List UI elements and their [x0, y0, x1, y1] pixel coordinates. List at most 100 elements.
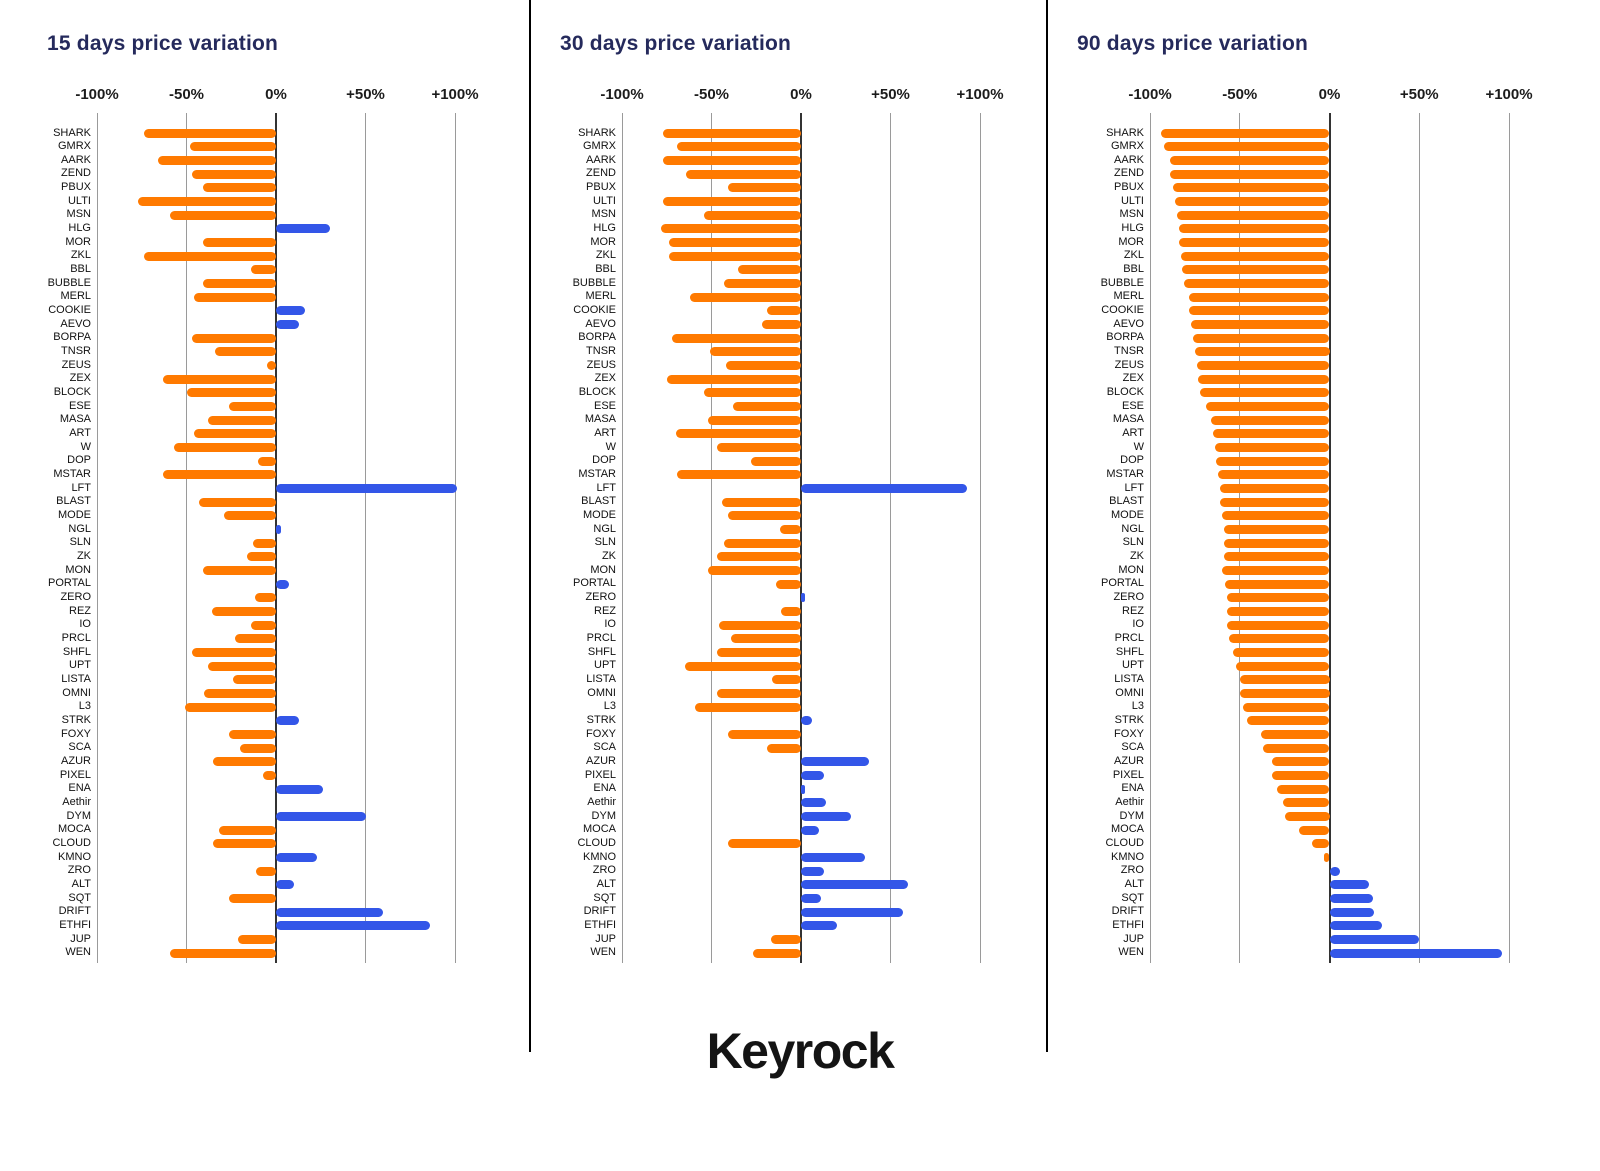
ticker-label-ZEUS: ZEUS [61, 358, 91, 371]
ticker-label-PIXEL: PIXEL [584, 768, 616, 781]
gridline [711, 113, 712, 963]
ticker-label-SHARK: SHARK [53, 126, 91, 139]
bar-BORPA [191, 333, 276, 343]
bar-ETHFI [801, 921, 837, 931]
ticker-label-ZEUS: ZEUS [1114, 358, 1144, 371]
bar-MSN [1176, 210, 1330, 220]
bar-HLG [276, 224, 330, 234]
bar-MASA [1211, 415, 1330, 425]
bar-ZEX [666, 374, 801, 384]
x-tick-label: -50% [693, 86, 730, 103]
ticker-label-Aethir: Aethir [587, 796, 616, 809]
bar-SCA [240, 743, 276, 753]
ticker-label-COOKIE: COOKIE [573, 304, 616, 317]
plot-area-90d [1149, 113, 1510, 963]
ticker-label-BBL: BBL [1123, 263, 1144, 276]
bar-SLN [724, 538, 801, 548]
bar-ZKL [668, 251, 801, 261]
bar-MOR [202, 238, 276, 248]
bar-STRK [801, 716, 812, 726]
bar-ART [675, 429, 801, 439]
bar-OMNI [716, 689, 801, 699]
bar-ZEND [686, 169, 801, 179]
bar-ALT [276, 880, 294, 890]
bar-ALT [1329, 880, 1369, 890]
ticker-label-W: W [1133, 440, 1144, 453]
ticker-label-AZUR: AZUR [1114, 755, 1144, 768]
ticker-label-BLAST: BLAST [581, 495, 616, 508]
gridline [1149, 113, 1151, 963]
bar-BLOCK [186, 388, 276, 398]
x-tick-label: +50% [346, 86, 385, 103]
bar-PORTAL [276, 579, 289, 589]
ticker-label-ESE: ESE [1121, 399, 1144, 412]
bar-MODE [224, 511, 276, 521]
bar-BLAST [199, 497, 276, 507]
ticker-label-LFT: LFT [596, 481, 616, 494]
ticker-label-NGL: NGL [68, 522, 91, 535]
ticker-label-BUBBLE: BUBBLE [47, 276, 91, 289]
ticker-label-REZ: REZ [1122, 604, 1144, 617]
ticker-label-MSTAR: MSTAR [578, 468, 616, 481]
ticker-label-ZRO: ZRO [592, 864, 616, 877]
bar-GMRX [1164, 142, 1330, 152]
ticker-label-SQT: SQT [68, 891, 91, 904]
x-tick-label: -100% [75, 86, 119, 103]
bar-ZEUS [1196, 361, 1330, 371]
bar-ULTI [138, 197, 276, 207]
bar-DYM [801, 812, 852, 822]
bar-DYM [276, 812, 366, 822]
bar-ZK [247, 552, 276, 562]
ticker-label-TNSR: TNSR [1114, 345, 1144, 358]
x-tick-label: -50% [168, 86, 205, 103]
bar-AZUR [213, 757, 276, 767]
bar-ESE [732, 402, 801, 412]
bar-LISTA [772, 675, 801, 685]
ticker-label-AEVO: AEVO [585, 317, 616, 330]
x-tick-label: -100% [1128, 86, 1172, 103]
ticker-label-Aethir: Aethir [62, 796, 91, 809]
bar-LISTA [233, 675, 276, 685]
bar-OMNI [1239, 689, 1330, 699]
x-tick-label: 0% [1318, 86, 1341, 103]
ticker-label-ZK: ZK [601, 550, 616, 563]
bar-AEVO [276, 320, 300, 330]
ticker-label-AARK: AARK [1114, 153, 1144, 166]
bar-W [716, 443, 801, 453]
bar-SLN [252, 538, 276, 548]
bar-WEN [170, 948, 276, 958]
keyrock-logo: Keyrock [706, 1023, 895, 1079]
ticker-label-LISTA: LISTA [586, 673, 616, 686]
ticker-label-TNSR: TNSR [586, 345, 616, 358]
bar-MOCA [801, 825, 819, 835]
bar-ULTI [663, 197, 801, 207]
bar-OMNI [204, 689, 276, 699]
ticker-label-REZ: REZ [594, 604, 616, 617]
bar-ZEX [163, 374, 276, 384]
ticker-label-ENA: ENA [1121, 782, 1144, 795]
ticker-label-OMNI: OMNI [587, 686, 616, 699]
ticker-label-MERL: MERL [60, 290, 91, 303]
ticker-label-BORPA: BORPA [578, 331, 616, 344]
plot-area-30d [621, 113, 981, 963]
ticker-label-SHFL: SHFL [1115, 645, 1144, 658]
x-tick-label: +50% [1399, 86, 1439, 103]
ticker-label-MERL: MERL [1113, 290, 1144, 303]
bar-SHFL [191, 648, 276, 658]
gridline [1508, 113, 1510, 963]
ticker-label-SLN: SLN [594, 536, 616, 549]
ticker-label-SCA: SCA [68, 741, 91, 754]
ticker-label-L3: L3 [1131, 700, 1144, 713]
ticker-label-MSN: MSN [591, 208, 616, 221]
ticker-label-DRIFT: DRIFT [58, 905, 91, 918]
ticker-label-MOR: MOR [65, 235, 91, 248]
ticker-label-MSN: MSN [1119, 208, 1144, 221]
ticker-label-CLOUD: CLOUD [52, 837, 91, 850]
bar-PIXEL [1272, 771, 1330, 781]
ticker-label-GMRX: GMRX [58, 140, 91, 153]
bar-MODE [727, 511, 801, 521]
ticker-label-UPT: UPT [1122, 659, 1144, 672]
ticker-label-REZ: REZ [69, 604, 91, 617]
bar-ZKL [1180, 251, 1330, 261]
panel-divider-1 [529, 0, 531, 1052]
